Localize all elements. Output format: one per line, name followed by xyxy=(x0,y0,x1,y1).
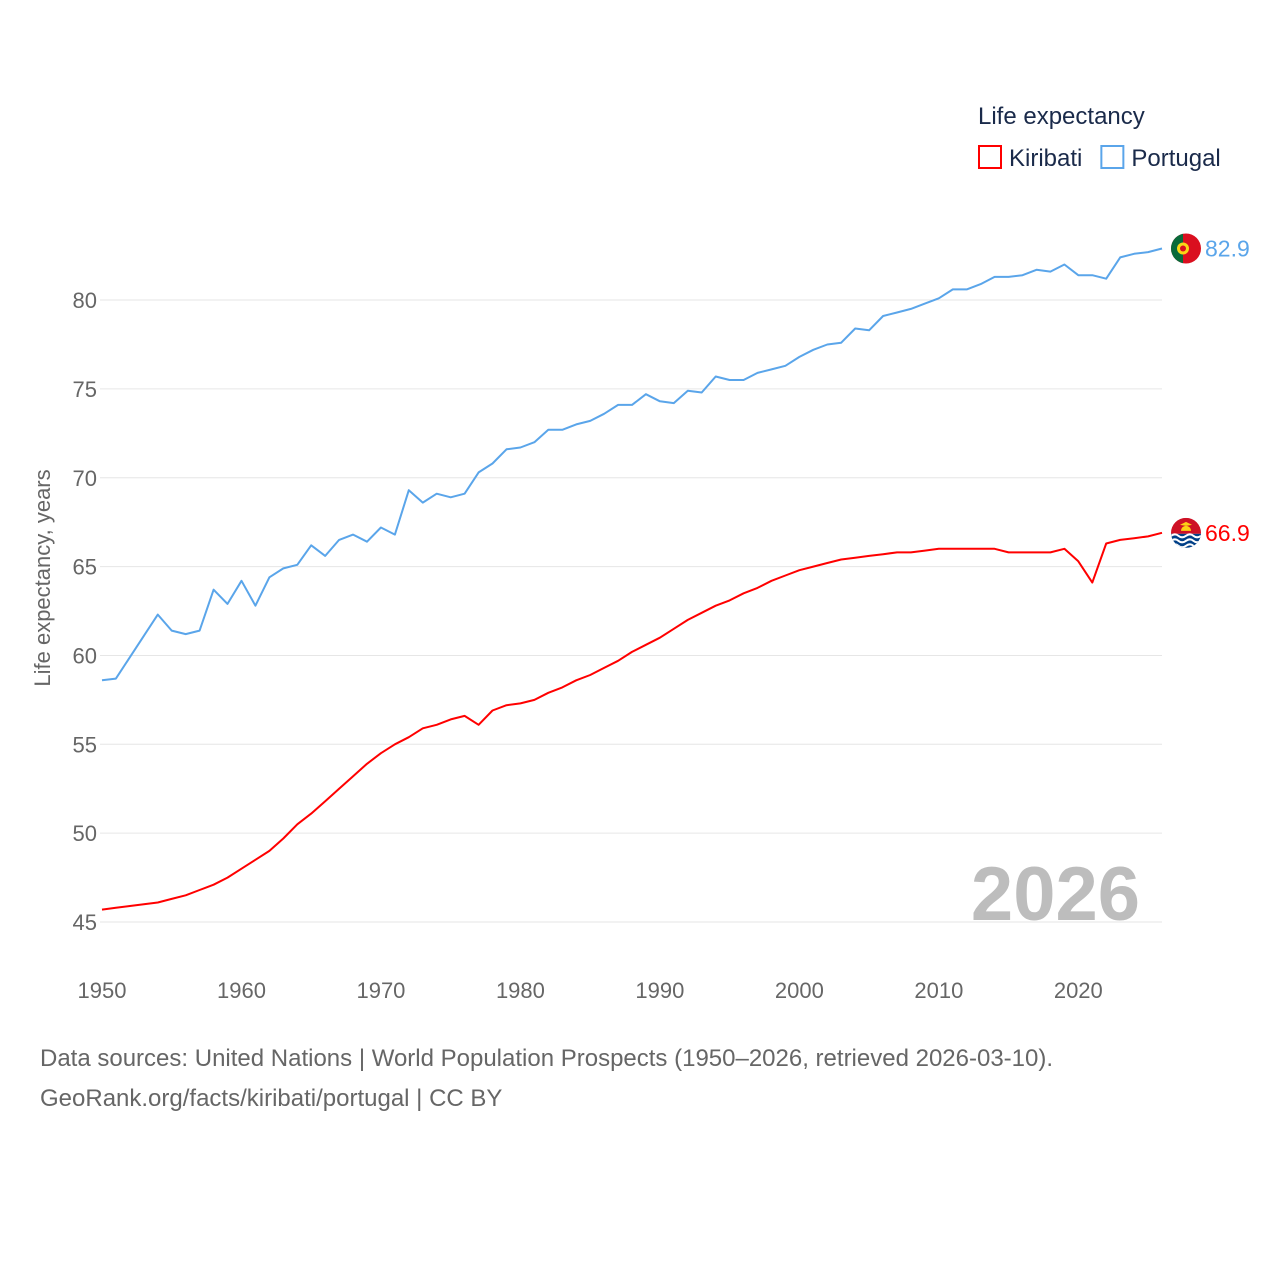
y-tick-label: 65 xyxy=(73,555,97,580)
x-tick-label: 1950 xyxy=(78,978,127,1003)
source-link[interactable]: GeoRank.org/facts/kiribati/portugal | CC… xyxy=(40,1085,503,1112)
x-tick-label: 2020 xyxy=(1054,978,1103,1003)
y-tick-label: 70 xyxy=(73,466,97,491)
y-tick-label: 80 xyxy=(73,288,97,313)
end-value-label-portugal: 82.9 xyxy=(1205,236,1250,262)
y-tick-label: 75 xyxy=(73,377,97,402)
legend-swatch xyxy=(978,145,1002,169)
kiribati-flag-icon xyxy=(1171,517,1201,548)
legend-label: Portugal xyxy=(1131,145,1220,172)
series-line-portugal xyxy=(101,247,1163,682)
year-watermark: 2026 xyxy=(971,852,1140,937)
x-tick-label: 1970 xyxy=(356,978,405,1003)
x-tick-label: 1960 xyxy=(217,978,266,1003)
legend-title: Life expectancy xyxy=(978,103,1145,130)
x-tick-label: 2010 xyxy=(914,978,963,1003)
legend-item-kiribati[interactable]: Kiribati xyxy=(978,145,1082,172)
x-tick-label: 1990 xyxy=(635,978,684,1003)
legend-swatch xyxy=(1100,145,1125,169)
x-tick-label: 1980 xyxy=(496,978,545,1003)
y-tick-label: 60 xyxy=(73,643,97,668)
x-tick-label: 2000 xyxy=(775,978,824,1003)
legend-label: Kiribati xyxy=(1009,145,1082,172)
y-tick-label: 55 xyxy=(73,732,97,757)
portugal-flag-icon xyxy=(1171,233,1201,264)
end-value-label-kiribati: 66.9 xyxy=(1205,520,1250,546)
y-tick-label: 45 xyxy=(73,910,97,935)
y-tick-label: 50 xyxy=(73,821,97,846)
y-axis-label: Life expectancy, years xyxy=(30,469,55,686)
series-line-kiribati xyxy=(101,531,1163,911)
source-text: Data sources: United Nations | World Pop… xyxy=(40,1045,1054,1072)
legend-item-portugal[interactable]: Portugal xyxy=(1100,145,1221,172)
